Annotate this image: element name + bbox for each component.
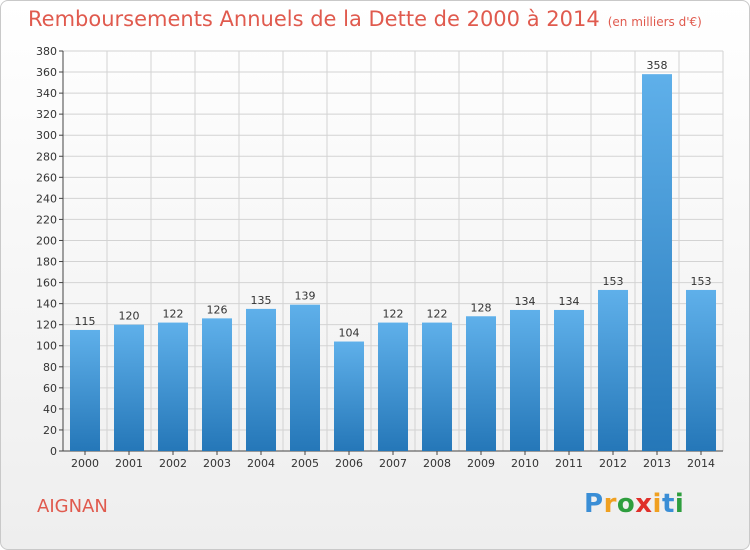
y-tick-label: 320 — [36, 108, 57, 121]
logo-letter: i — [652, 489, 662, 519]
y-tick-label: 180 — [36, 256, 57, 269]
y-tick-label: 220 — [36, 213, 57, 226]
y-tick-label: 80 — [43, 361, 57, 374]
x-tick-label: 2004 — [247, 457, 275, 470]
y-tick-label: 340 — [36, 87, 57, 100]
logo-letter: x — [635, 489, 653, 519]
y-tick-label: 380 — [36, 45, 57, 58]
y-tick-label: 260 — [36, 171, 57, 184]
bar-value-label: 134 — [515, 295, 536, 308]
x-tick-label: 2008 — [423, 457, 451, 470]
y-tick-label: 160 — [36, 277, 57, 290]
bar — [686, 289, 716, 451]
y-tick-label: 360 — [36, 66, 57, 79]
x-tick-label: 2010 — [511, 457, 539, 470]
bar — [422, 322, 452, 451]
bar-value-label: 120 — [119, 310, 140, 323]
bar — [114, 324, 144, 451]
x-tick-label: 2006 — [335, 457, 363, 470]
y-tick-label: 40 — [43, 403, 57, 416]
bar — [290, 304, 320, 451]
y-tick-label: 240 — [36, 192, 57, 205]
y-tick-label: 120 — [36, 319, 57, 332]
x-tick-label: 2012 — [599, 457, 627, 470]
x-tick-label: 2002 — [159, 457, 187, 470]
y-tick-label: 60 — [43, 382, 57, 395]
bar-value-label: 135 — [251, 294, 272, 307]
brand-logo: Proxiti — [584, 489, 684, 519]
bar-value-label: 122 — [383, 308, 404, 321]
logo-letter: r — [603, 489, 617, 519]
bar-value-label: 358 — [647, 59, 668, 72]
x-tick-label: 2013 — [643, 457, 671, 470]
x-tick-label: 2014 — [687, 457, 715, 470]
x-tick-label: 2003 — [203, 457, 231, 470]
y-tick-label: 20 — [43, 424, 57, 437]
bar — [246, 308, 276, 451]
bar — [70, 329, 100, 451]
x-tick-label: 2000 — [71, 457, 99, 470]
bar-value-label: 104 — [339, 327, 360, 340]
bar — [466, 316, 496, 451]
x-tick-label: 2011 — [555, 457, 583, 470]
bar — [202, 318, 232, 451]
x-tick-label: 2009 — [467, 457, 495, 470]
y-tick-label: 140 — [36, 298, 57, 311]
bar-value-label: 115 — [75, 315, 96, 328]
y-tick-label: 100 — [36, 340, 57, 353]
logo-letter: o — [616, 489, 636, 519]
bar-value-label: 153 — [691, 275, 712, 288]
x-tick-label: 2001 — [115, 457, 143, 470]
bar — [158, 322, 188, 451]
unit-label: (en milliers d'€) — [607, 15, 702, 29]
y-tick-label: 300 — [36, 129, 57, 142]
y-tick-label: 0 — [50, 445, 57, 458]
bar-value-label: 139 — [295, 290, 316, 303]
logo-letter: t — [661, 489, 675, 519]
y-tick-label: 200 — [36, 234, 57, 247]
bar-value-label: 134 — [559, 295, 580, 308]
bar — [510, 309, 540, 451]
bar-value-label: 126 — [207, 303, 228, 316]
bar — [554, 309, 584, 451]
bar-value-label: 128 — [471, 301, 492, 314]
logo-letter: P — [584, 489, 604, 519]
x-tick-label: 2007 — [379, 457, 407, 470]
chart-title-text: Remboursements Annuels de la Dette de 20… — [28, 7, 600, 31]
bar-value-label: 153 — [603, 275, 624, 288]
bar-value-label: 122 — [427, 308, 448, 321]
bar — [642, 74, 672, 451]
bar — [334, 341, 364, 451]
logo-letter: i — [674, 489, 685, 519]
y-tick-label: 280 — [36, 150, 57, 163]
x-tick-label: 2005 — [291, 457, 319, 470]
commune-name: AIGNAN — [37, 496, 108, 517]
chart-title: Remboursements Annuels de la Dette de 20… — [28, 7, 702, 31]
bar — [598, 289, 628, 451]
bar-value-label: 122 — [163, 308, 184, 321]
bar — [378, 322, 408, 451]
